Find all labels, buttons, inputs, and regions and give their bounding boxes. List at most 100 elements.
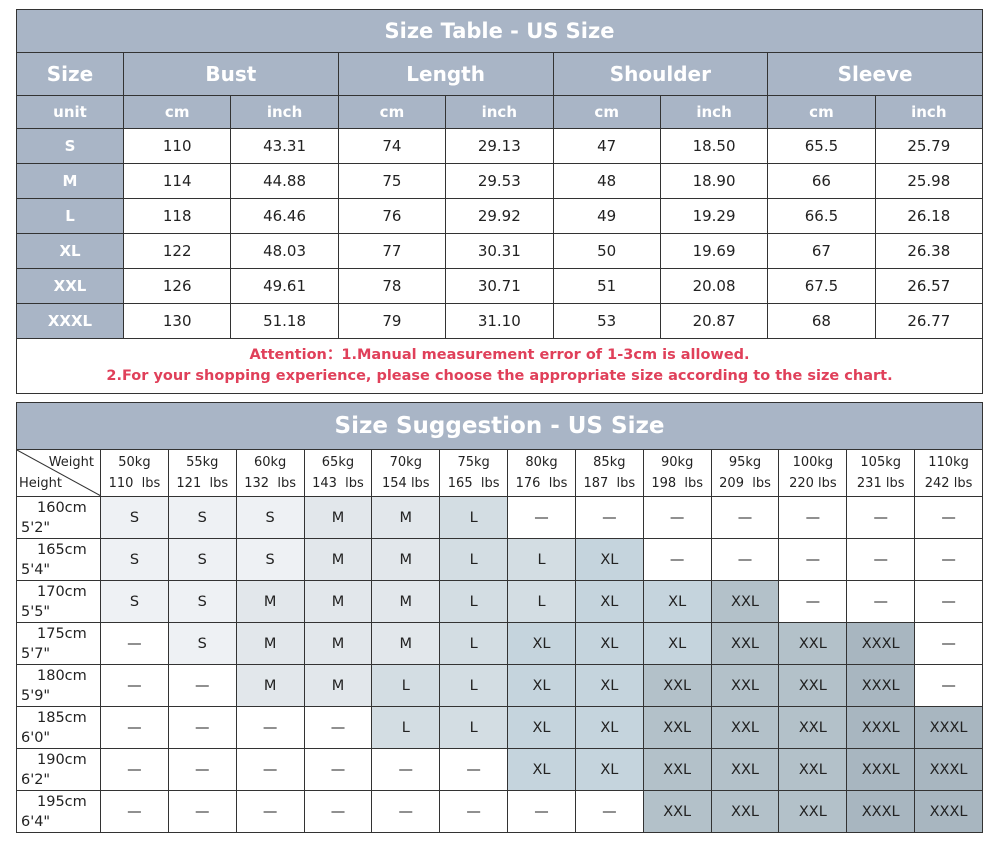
suggested-size-cell: —: [100, 748, 169, 791]
value-cell: 46.46: [230, 198, 339, 234]
suggested-size-cell: XL: [574, 748, 644, 791]
value-cell: 66.5: [767, 198, 876, 234]
height-cm: 195cm: [37, 793, 87, 810]
value-cell: 48.03: [230, 233, 339, 269]
weight-kg: 105kg: [860, 455, 901, 470]
suggested-size-cell: XL: [507, 706, 576, 749]
suggestion-row: 165cm 5'4" S S S M M L L XL — — — — —: [16, 538, 983, 581]
suggested-size-cell: XXXL: [914, 706, 983, 749]
attention-line: 2.For your shopping experience, please c…: [106, 368, 893, 384]
title-row: Size Suggestion - US Size: [16, 402, 983, 450]
unit-cm: cm: [122, 95, 232, 129]
weight-kg: 95kg: [728, 455, 762, 470]
table-row: S 110 43.31 74 29.13 47 18.50 65.5 25.79: [16, 128, 984, 164]
weight-label: Weight: [48, 455, 94, 470]
weight-header: 80kg 176 lbs: [507, 449, 576, 497]
suggested-size-cell: —: [914, 664, 983, 707]
unit-inch: inch: [659, 95, 769, 129]
value-cell: 18.50: [659, 128, 769, 164]
height-ft: 5'4": [21, 561, 51, 578]
suggested-size-cell: M: [371, 496, 441, 539]
height-cell: 190cm 6'2": [16, 748, 101, 791]
value-cell: 77: [337, 233, 447, 269]
table-title: Size Table - US Size: [16, 9, 983, 53]
suggested-size-cell: XXL: [642, 706, 712, 749]
suggestion-title: Size Suggestion - US Size: [16, 402, 983, 450]
suggested-size-cell: —: [371, 748, 441, 791]
size-suggestion-table: Size Suggestion - US Size Weight Height 50k…: [16, 402, 983, 833]
value-cell: 48: [552, 163, 661, 199]
suggested-size-cell: L: [439, 580, 509, 623]
suggested-size-cell: S: [167, 580, 237, 623]
value-cell: 44.88: [230, 163, 339, 199]
value-cell: 75: [337, 163, 447, 199]
height-cm: 165cm: [37, 541, 87, 558]
value-cell: 74: [337, 128, 447, 164]
value-cell: 20.87: [659, 303, 769, 339]
value-cell: 19.29: [659, 198, 769, 234]
value-cell: 31.10: [445, 303, 554, 339]
height-ft: 6'4": [21, 813, 51, 830]
suggested-size-cell: XXL: [778, 748, 848, 791]
unit-cm: cm: [337, 95, 447, 129]
weight-kg: 100kg: [792, 455, 834, 470]
suggested-size-cell: L: [439, 664, 509, 707]
size-cell: S: [16, 128, 124, 164]
suggested-size-cell: XL: [574, 664, 644, 707]
suggested-size-cell: S: [100, 538, 169, 581]
suggested-size-cell: —: [303, 706, 373, 749]
suggestion-row: 175cm 5'7" — S M M M L XL XL XL XXL XXL XXXL —: [16, 622, 983, 665]
weight-lbs: 165 lbs: [447, 476, 500, 491]
suggested-size-cell: —: [100, 664, 169, 707]
suggested-size-cell: XXXL: [846, 664, 916, 707]
value-cell: 26.38: [874, 233, 984, 269]
suggested-size-cell: XL: [574, 580, 644, 623]
suggested-size-cell: —: [235, 790, 305, 833]
suggested-size-cell: —: [778, 496, 848, 539]
suggestion-row: 170cm 5'5" S S M M M L L XL XL XXL — — —: [16, 580, 983, 623]
group-header: Length: [337, 52, 554, 96]
suggested-size-cell: —: [710, 538, 780, 581]
group-header-row: Size Bust Length Shoulder Sleeve: [16, 52, 983, 96]
suggested-size-cell: XXL: [710, 706, 780, 749]
unit-inch: inch: [445, 95, 554, 129]
height-cm: 175cm: [37, 625, 87, 642]
suggested-size-cell: —: [914, 538, 983, 581]
value-cell: 66: [767, 163, 876, 199]
size-cell: XXXL: [16, 303, 124, 339]
table-row: XL 122 48.03 77 30.31 50 19.69 67 26.38: [16, 233, 984, 269]
weight-header: 90kg 198 lbs: [642, 449, 712, 497]
value-cell: 67: [767, 233, 876, 269]
suggested-size-cell: XXL: [778, 706, 848, 749]
suggested-size-cell: XXXL: [914, 748, 983, 791]
height-label: Height: [19, 476, 62, 491]
weight-height-corner: Weight Height: [16, 449, 101, 497]
weight-lbs: 198 lbs: [651, 476, 704, 491]
value-cell: 130: [122, 303, 232, 339]
size-cell: L: [16, 198, 124, 234]
suggested-size-cell: XXL: [642, 748, 712, 791]
value-cell: 19.69: [659, 233, 769, 269]
suggestion-row: 185cm 6'0" — — — — L L XL XL XXL XXL XXL XXXL XXXL: [16, 706, 983, 749]
weight-lbs: 242 lbs: [924, 476, 973, 491]
table-row: L 118 46.46 76 29.92 49 19.29 66.5 26.18: [16, 198, 984, 234]
attention-row: Attention：1.Manual measurement error of …: [16, 338, 983, 394]
diagonal-divider: [17, 450, 101, 496]
weight-header: 95kg 209 lbs: [710, 449, 780, 497]
suggested-size-cell: S: [167, 496, 237, 539]
size-cell: XL: [16, 233, 124, 269]
height-cm: 160cm: [37, 499, 87, 516]
suggested-size-cell: —: [303, 790, 373, 833]
suggested-size-cell: L: [439, 496, 509, 539]
weight-header: 70kg 154 lbs: [371, 449, 441, 497]
suggestion-row: 195cm 6'4" — — — — — — — — XXL XXL XXL XXXL XXXL: [16, 790, 983, 833]
group-header: Sleeve: [767, 52, 983, 96]
height-ft: 5'9": [21, 687, 51, 704]
height-cm: 190cm: [37, 751, 87, 768]
suggested-size-cell: XL: [642, 622, 712, 665]
weight-kg: 75kg: [457, 455, 490, 470]
value-cell: 67.5: [767, 268, 876, 304]
suggested-size-cell: —: [100, 706, 169, 749]
suggested-size-cell: XXL: [642, 790, 712, 833]
suggested-size-cell: L: [439, 622, 509, 665]
